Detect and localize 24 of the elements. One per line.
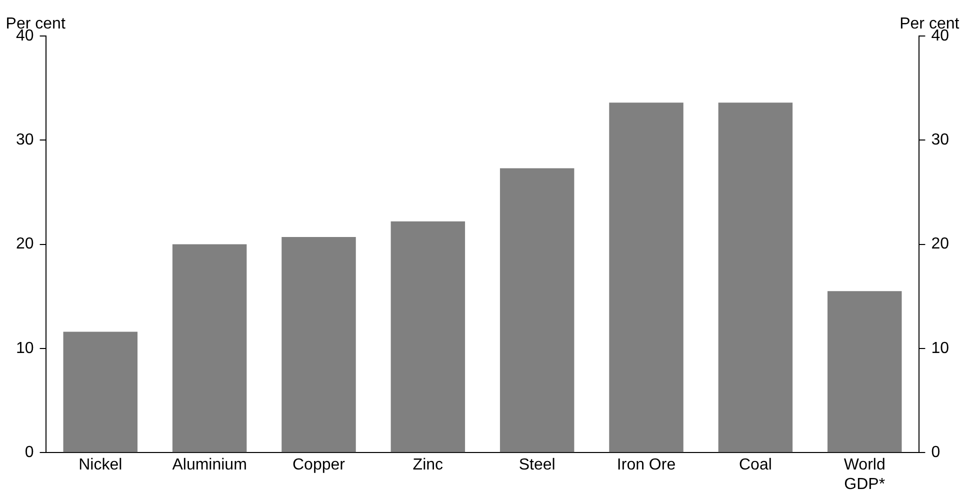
- x-tick-label: World GDP*: [844, 456, 886, 493]
- bar: [390, 221, 466, 452]
- bar: [609, 102, 684, 452]
- y-tick-label: 20: [16, 236, 34, 253]
- x-tick-label: Nickel: [78, 456, 122, 474]
- bar: [718, 102, 793, 452]
- x-tick-label: Zinc: [412, 456, 444, 474]
- y2-tick-label: 10: [931, 340, 950, 357]
- y-tick-label: 10: [16, 340, 34, 357]
- bar: [63, 332, 138, 452]
- x-tick-label: Steel: [518, 456, 556, 474]
- y2-tick-label: 20: [931, 236, 950, 253]
- bar: [500, 168, 574, 452]
- y-tick-label: 0: [24, 444, 34, 462]
- x-tick-label: Aluminium: [172, 456, 247, 474]
- bar: [172, 244, 247, 452]
- y2-tick-label: 30: [931, 132, 950, 149]
- bar: [282, 237, 356, 452]
- y-tick-label: 30: [16, 132, 34, 149]
- bar: [827, 291, 902, 452]
- x-tick-label: Coal: [738, 456, 772, 474]
- y2-tick-label: 0: [931, 444, 940, 462]
- x-tick-label: Copper: [292, 456, 346, 474]
- x-tick-label: Iron Ore: [616, 456, 676, 474]
